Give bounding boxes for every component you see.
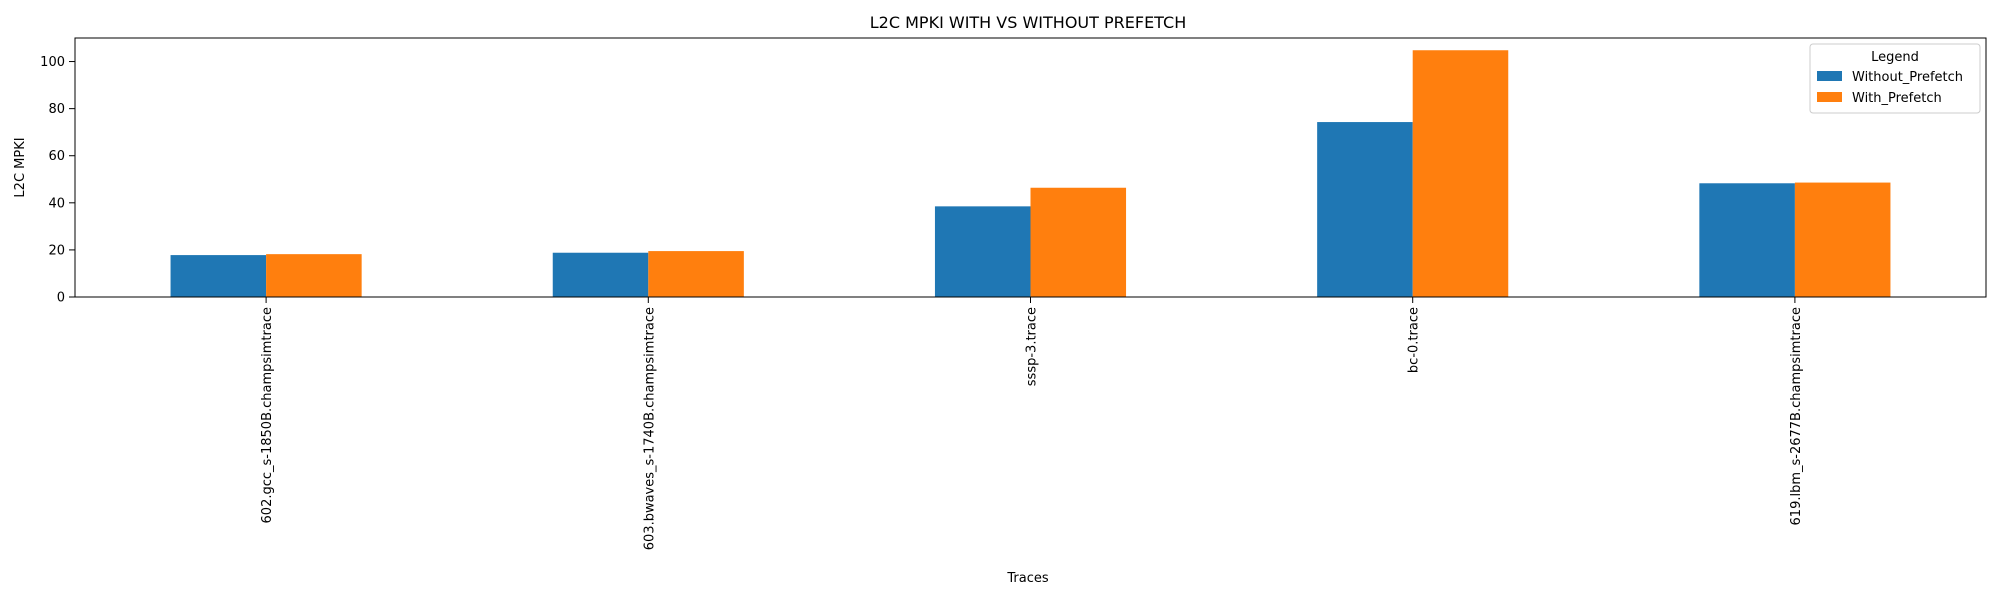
legend-swatch-with-prefetch (1817, 92, 1842, 102)
x-tick-label: bc-0.trace (1407, 307, 1422, 373)
x-axis: 602.gcc_s-1850B.champsimtrace 603.bwaves_… (260, 297, 1804, 550)
bar-with-prefetch-3 (1412, 50, 1509, 297)
legend: Legend Without_Prefetch With_Prefetch (1809, 43, 1981, 114)
legend-label-without-prefetch: Without_Prefetch (1852, 70, 1963, 85)
bar-with-prefetch-4 (1794, 182, 1891, 297)
legend-swatch-without-prefetch (1817, 71, 1842, 81)
y-tick-label: 40 (48, 196, 65, 211)
chart-title: L2C MPKI WITH VS WITHOUT PREFETCH (870, 13, 1186, 32)
x-tick-label: 603.bwaves_s-1740B.champsimtrace (642, 307, 657, 550)
x-axis-label: Traces (1006, 571, 1048, 586)
bar-without-prefetch-3 (1317, 122, 1413, 297)
y-axis-label: L2C MPKI (13, 137, 28, 197)
bar-with-prefetch-1 (648, 251, 744, 297)
y-tick-label: 0 (57, 291, 65, 306)
bar-without-prefetch-4 (1699, 183, 1795, 297)
legend-box (1809, 43, 1981, 114)
bar-with-prefetch-0 (266, 254, 362, 297)
y-tick-label: 20 (48, 243, 65, 258)
y-tick-label: 100 (40, 55, 65, 70)
legend-label-with-prefetch: With_Prefetch (1852, 91, 1942, 106)
bar-without-prefetch-2 (934, 206, 1031, 297)
x-tick-label: sssp-3.trace (1025, 307, 1040, 386)
bar-with-prefetch-2 (1030, 187, 1127, 297)
x-tick-label: 602.gcc_s-1850B.champsimtrace (260, 307, 275, 523)
bars-group (170, 50, 1891, 297)
y-tick-label: 60 (48, 149, 65, 164)
y-tick-label: 80 (48, 102, 65, 117)
y-axis: 0 20 40 60 80 100 (40, 55, 75, 306)
legend-title: Legend (1871, 50, 1919, 65)
plot-frame (74, 37, 1987, 298)
bar-without-prefetch-1 (552, 252, 649, 297)
x-tick-label: 619.lbm_s-2677B.champsimtrace (1789, 307, 1804, 525)
bar-without-prefetch-0 (170, 255, 267, 297)
